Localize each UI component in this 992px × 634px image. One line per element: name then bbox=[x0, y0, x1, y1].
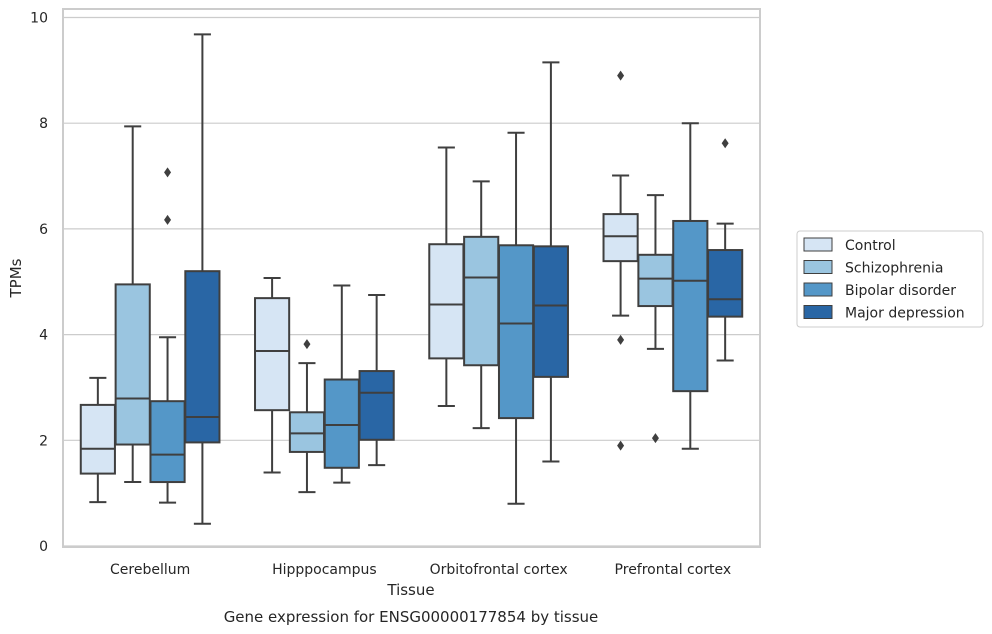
legend-swatch bbox=[803, 282, 833, 297]
box bbox=[602, 70, 639, 451]
y-tick-label: 6 bbox=[39, 222, 48, 238]
outlier-point bbox=[721, 138, 729, 149]
box bbox=[672, 122, 709, 450]
box-body bbox=[288, 411, 326, 453]
box-body bbox=[602, 213, 639, 263]
box bbox=[637, 194, 674, 444]
x-tick-label: Orbitofrontal cortex bbox=[430, 562, 568, 578]
legend-label: Control bbox=[845, 238, 896, 254]
plot-frame bbox=[62, 8, 761, 548]
chart-caption: Gene expression for ENSG00000177854 by t… bbox=[224, 608, 599, 626]
box-body bbox=[358, 370, 395, 441]
legend-frame bbox=[796, 230, 984, 328]
x-axis-label: Tissue bbox=[386, 581, 434, 599]
box bbox=[79, 376, 116, 504]
legend-label: Bipolar disorder bbox=[845, 283, 956, 299]
box-body bbox=[497, 244, 535, 420]
box-series bbox=[79, 33, 744, 525]
box bbox=[114, 125, 151, 484]
box-body bbox=[672, 219, 709, 393]
outlier-point bbox=[617, 334, 625, 345]
outlier-point bbox=[617, 440, 625, 451]
box-body bbox=[254, 297, 291, 412]
y-tick-label: 10 bbox=[30, 11, 48, 27]
box-body bbox=[463, 235, 500, 367]
box-body bbox=[532, 245, 569, 378]
y-tick-label: 2 bbox=[39, 433, 48, 449]
box bbox=[497, 131, 535, 505]
box-body bbox=[707, 249, 744, 318]
box bbox=[358, 293, 395, 467]
outlier-point bbox=[303, 339, 311, 350]
box-body bbox=[428, 243, 465, 360]
box bbox=[463, 180, 500, 430]
box-body bbox=[323, 378, 360, 469]
box bbox=[707, 138, 744, 362]
y-tick-labels: 0 2 4 6 8 10 bbox=[30, 11, 48, 556]
legend-swatch bbox=[803, 305, 833, 319]
box-body bbox=[637, 253, 674, 308]
box bbox=[254, 277, 291, 474]
legend-label: Schizophrenia bbox=[845, 261, 943, 277]
outlier-point bbox=[164, 167, 172, 178]
box bbox=[288, 339, 326, 494]
box-body bbox=[114, 283, 151, 446]
x-tick-label: Cerebellum bbox=[110, 562, 190, 578]
box bbox=[184, 33, 221, 525]
box bbox=[323, 284, 360, 484]
outlier-point bbox=[617, 70, 625, 81]
box bbox=[532, 61, 569, 463]
box-body bbox=[149, 400, 186, 484]
legend: Control Schizophrenia Bipolar disorder Majo… bbox=[796, 230, 984, 328]
x-tick-label: Prefrontal cortex bbox=[615, 562, 732, 578]
box-body bbox=[79, 403, 116, 475]
x-tick-labels: Cerebellum Hipppocampus Orbitofrontal cort… bbox=[110, 562, 731, 578]
legend-swatch bbox=[803, 237, 833, 252]
box-body bbox=[184, 270, 221, 444]
y-axis-label: TPMs bbox=[7, 258, 25, 298]
outlier-point bbox=[651, 433, 659, 444]
y-tick-label: 0 bbox=[39, 539, 48, 555]
outlier-point bbox=[164, 214, 172, 225]
legend-label: Major depression bbox=[845, 306, 965, 322]
x-tick-label: Hipppocampus bbox=[272, 562, 377, 578]
y-tick-label: 4 bbox=[39, 328, 48, 344]
box bbox=[149, 167, 186, 504]
box bbox=[428, 146, 465, 407]
y-tick-label: 8 bbox=[39, 116, 48, 132]
legend-swatch bbox=[803, 260, 833, 274]
